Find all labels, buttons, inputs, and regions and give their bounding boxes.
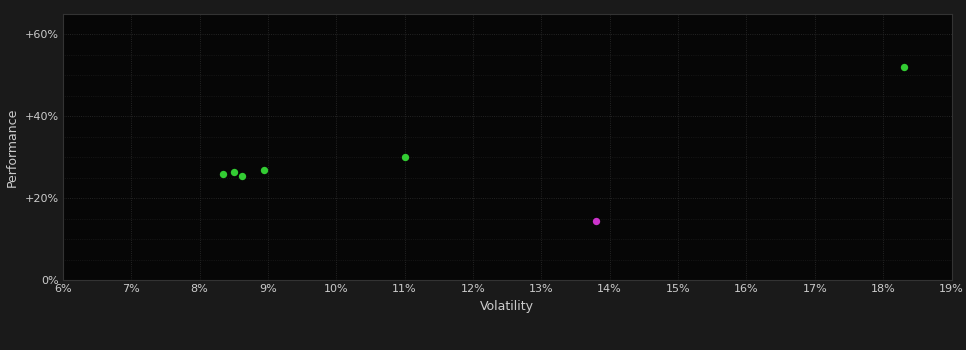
X-axis label: Volatility: Volatility xyxy=(480,300,534,313)
Point xyxy=(215,172,231,177)
Point xyxy=(895,64,911,70)
Point xyxy=(226,169,242,175)
Point xyxy=(397,154,412,160)
Point xyxy=(234,173,249,178)
Point xyxy=(588,218,604,223)
Y-axis label: Performance: Performance xyxy=(6,107,19,187)
Point xyxy=(257,167,272,172)
